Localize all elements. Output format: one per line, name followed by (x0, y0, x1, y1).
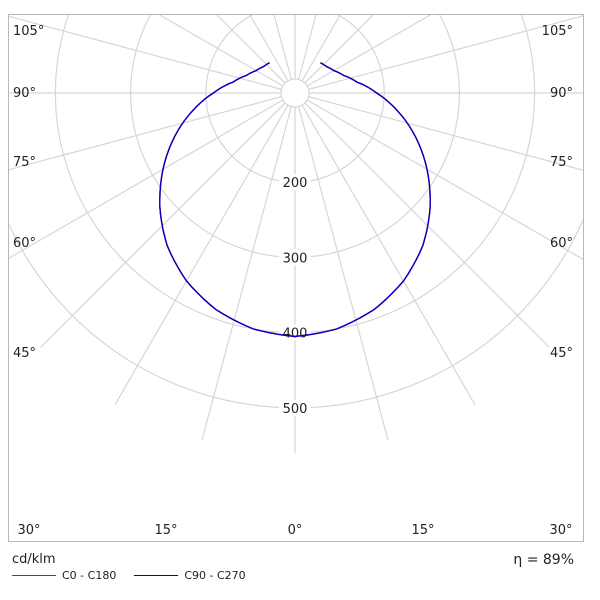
efficiency-label: η = 89% (513, 552, 574, 568)
legend-swatch-c90 (134, 575, 179, 576)
angle-label-bottom: 30° (549, 523, 572, 538)
angle-label-right: 60° (550, 236, 573, 251)
grid-spoke-345 (201, 106, 292, 441)
grid-ring-500 (9, 218, 583, 409)
grid-spoke-255 (9, 15, 282, 90)
radial-label-bg (279, 174, 311, 191)
polar-grid (9, 15, 583, 453)
legend-label-c90: C90 - C270 (184, 569, 246, 582)
grid-spoke-60 (306, 99, 583, 260)
grid-spoke-15 (298, 106, 389, 441)
angle-label-left: 75° (13, 155, 36, 170)
radial-label-bg (279, 249, 311, 266)
radial-label-bg (279, 324, 311, 341)
radial-tick-label: 200 (283, 176, 308, 191)
angle-label-right: 90° (550, 86, 573, 101)
angle-label-bottom: 30° (17, 523, 40, 538)
grid-spoke-300 (9, 99, 284, 259)
grid-spoke-285 (9, 96, 282, 171)
angle-label-right: 75° (550, 155, 573, 170)
radial-tick-label: 400 (283, 327, 308, 342)
polar-annotations: 200 300 400 500 30° 15° 0° 15° 30° 45° 60° 75° 90° 10… (13, 24, 573, 538)
angle-label-left: 90° (13, 86, 36, 101)
grid-spoke-165 (298, 15, 317, 80)
radial-tick-label: 500 (283, 402, 308, 417)
angle-label-right: 45° (550, 346, 573, 361)
angle-label-left: 45° (13, 346, 36, 361)
angle-label-bottom: 0° (288, 523, 303, 538)
angle-label-bottom: 15° (411, 523, 434, 538)
unit-label: cd/klm (12, 552, 56, 567)
grid-spoke-135 (304, 15, 374, 84)
grid-spoke-30 (301, 104, 476, 405)
grid-spoke-195 (273, 15, 292, 80)
grid-spoke-330 (114, 104, 289, 405)
efficiency-symbol: η (513, 552, 523, 568)
legend-item-c0: C0 - C180 (12, 569, 116, 582)
angle-label-bottom: 15° (154, 523, 177, 538)
grid-spoke-75 (308, 96, 583, 171)
radial-label-bg (279, 399, 311, 416)
legend-item-c90: C90 - C270 (134, 569, 246, 582)
grid-spoke-240 (158, 15, 284, 87)
efficiency-value: 89% (542, 552, 574, 568)
polar-plot-area: 200 300 400 500 30° 15° 0° 15° 30° 45° 60° 75° 90° 10… (8, 14, 584, 542)
grid-spoke-150 (301, 15, 341, 82)
legend-label-c0: C0 - C180 (62, 569, 117, 582)
grid-spoke-210 (249, 15, 289, 82)
grid-spoke-105 (308, 15, 583, 90)
grid-spoke-120 (306, 15, 432, 87)
grid-ring-100 (280, 78, 310, 108)
radial-tick-label: 300 (283, 251, 308, 266)
series-curve-1 (159, 62, 431, 338)
chart-legend: C0 - C180 C90 - C270 (12, 569, 246, 582)
angle-label-left: 60° (13, 236, 36, 251)
polar-chart: 200 300 400 500 30° 15° 0° 15° 30° 45° 60° 75° 90° 10… (9, 15, 583, 538)
legend-swatch-c0 (12, 575, 56, 576)
grid-spoke-225 (216, 15, 286, 84)
polar-series (159, 62, 431, 338)
angle-label-left: 105° (13, 24, 44, 39)
angle-label-right: 105° (542, 24, 573, 39)
